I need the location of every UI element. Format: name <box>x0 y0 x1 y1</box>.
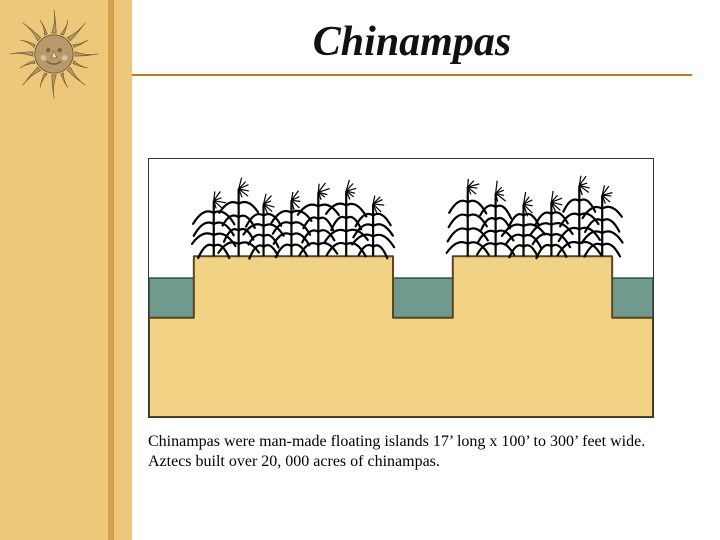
slide-title: Chinampas <box>132 18 692 76</box>
sun-icon <box>6 6 102 102</box>
sidebar-stripe <box>108 0 114 540</box>
slide-caption: Chinampas were man-made floating islands… <box>148 432 668 472</box>
chinampa-diagram <box>148 158 654 418</box>
